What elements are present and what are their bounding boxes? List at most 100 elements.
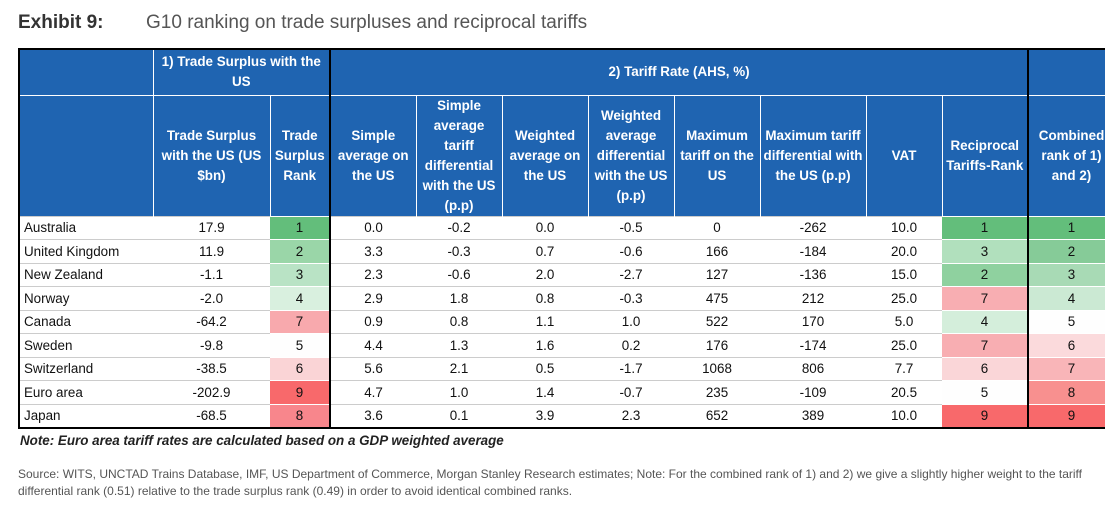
table-row: Canada -64.2 7 0.9 0.8 1.1 1.0 522 170 5.0 4 5 [19, 309, 1105, 334]
max-diff-cell: -136 [760, 262, 867, 287]
surplus-rank-cell: 2 [270, 239, 331, 263]
surplus-rank-cell: 6 [270, 356, 331, 381]
group-header-tariff: 2) Tariff Rate (AHS, %) [329, 49, 1029, 96]
simple-avg-cell: 0.0 [329, 215, 417, 240]
col-header-vat: VAT [865, 95, 943, 216]
col-header-simple: Simple average on the US [329, 95, 417, 216]
source-text: Source: WITS, UNCTAD Trains Database, IM… [18, 467, 1082, 498]
group-header-combined-blank [1027, 49, 1105, 96]
recip-rank-cell: 1 [942, 215, 1029, 240]
exhibit-title: G10 ranking on trade surpluses and recip… [146, 12, 588, 33]
table-row: Norway -2.0 4 2.9 1.8 0.8 -0.3 475 212 25.0 7 4 [19, 286, 1105, 310]
surplus-rank-cell: 8 [270, 403, 331, 428]
recip-rank-cell: 6 [942, 356, 1029, 381]
country-cell: Canada [19, 309, 153, 334]
combined-rank-cell: 8 [1027, 380, 1105, 404]
simple-diff-cell: 0.1 [416, 403, 503, 428]
max-tariff-cell: 127 [674, 262, 761, 287]
simple-diff-cell: -0.6 [416, 262, 503, 287]
col-header-max-diff: Maximum tariff differential with the US … [759, 95, 867, 216]
max-diff-cell: 389 [760, 403, 867, 428]
col-header-surplus-rank: Trade Surplus Rank [269, 95, 331, 216]
surplus-cell: -202.9 [153, 380, 270, 404]
weighted-avg-cell: 0.0 [502, 215, 589, 240]
max-tariff-cell: 475 [674, 286, 761, 310]
surplus-rank-cell: 4 [270, 286, 331, 310]
table-row: New Zealand -1.1 3 2.3 -0.6 2.0 -2.7 127 -136 15.… [19, 262, 1105, 287]
country-cell: Sweden [19, 333, 153, 357]
surplus-cell: -38.5 [153, 356, 270, 381]
recip-rank-cell: 2 [942, 262, 1029, 287]
recip-rank-cell: 9 [942, 403, 1029, 428]
group-header-row: 1) Trade Surplus with the US 2) Tariff R… [19, 49, 1105, 96]
weighted-avg-cell: 1.1 [502, 309, 589, 334]
surplus-cell: -64.2 [153, 309, 270, 334]
combined-rank-cell: 6 [1027, 333, 1105, 357]
col-header-weighted-diff: Weighted average differential with the U… [587, 95, 675, 216]
weighted-diff-cell: -0.3 [588, 286, 675, 310]
surplus-rank-cell: 1 [270, 215, 331, 240]
country-cell: Japan [19, 403, 153, 428]
max-tariff-cell: 176 [674, 333, 761, 357]
ranking-table-container: 1) Trade Surplus with the US 2) Tariff R… [18, 48, 1105, 429]
surplus-rank-cell: 9 [270, 380, 331, 404]
max-diff-cell: -262 [760, 215, 867, 240]
country-cell: Norway [19, 286, 153, 310]
simple-diff-cell: 0.8 [416, 309, 503, 334]
weighted-avg-cell: 0.5 [502, 356, 589, 381]
surplus-cell: -68.5 [153, 403, 270, 428]
vat-cell: 25.0 [866, 286, 943, 310]
combined-rank-cell: 7 [1027, 356, 1105, 381]
max-diff-cell: 806 [760, 356, 867, 381]
combined-rank-cell: 9 [1027, 403, 1105, 428]
simple-diff-cell: 1.8 [416, 286, 503, 310]
max-diff-cell: 170 [760, 309, 867, 334]
table-row: Switzerland -38.5 6 5.6 2.1 0.5 -1.7 1068 806 7.7… [19, 356, 1105, 381]
exhibit-label: Exhibit 9: [18, 12, 104, 33]
vat-cell: 20.5 [866, 380, 943, 404]
surplus-cell: 17.9 [153, 215, 270, 240]
weighted-avg-cell: 3.9 [502, 403, 589, 428]
simple-avg-cell: 4.4 [329, 333, 417, 357]
weighted-diff-cell: 2.3 [588, 403, 675, 428]
combined-rank-cell: 2 [1027, 239, 1105, 263]
max-tariff-cell: 522 [674, 309, 761, 334]
max-tariff-cell: 235 [674, 380, 761, 404]
vat-cell: 20.0 [866, 239, 943, 263]
table-row: United Kingdom 11.9 2 3.3 -0.3 0.7 -0.6 166 -184… [19, 239, 1105, 263]
weighted-avg-cell: 1.6 [502, 333, 589, 357]
country-cell: New Zealand [19, 262, 153, 287]
max-diff-cell: 212 [760, 286, 867, 310]
max-tariff-cell: 652 [674, 403, 761, 428]
max-tariff-cell: 166 [674, 239, 761, 263]
col-header-simple-diff: Simple average tariff differential with … [415, 95, 503, 216]
simple-diff-cell: 1.0 [416, 380, 503, 404]
country-cell: Euro area [19, 380, 153, 404]
col-header-recip-rank: Reciprocal Tariffs-Rank [941, 95, 1029, 216]
max-diff-cell: -174 [760, 333, 867, 357]
recip-rank-cell: 7 [942, 333, 1029, 357]
table-row: Sweden -9.8 5 4.4 1.3 1.6 0.2 176 -174 25.0 7 6 [19, 333, 1105, 357]
simple-diff-cell: 1.3 [416, 333, 503, 357]
col-header-weighted: Weighted average on the US [501, 95, 589, 216]
recip-rank-cell: 7 [942, 286, 1029, 310]
weighted-avg-cell: 2.0 [502, 262, 589, 287]
group-header-trade: 1) Trade Surplus with the US [152, 49, 331, 96]
table-row: Japan -68.5 8 3.6 0.1 3.9 2.3 652 389 10.0 9 9 [19, 403, 1105, 428]
combined-rank-cell: 4 [1027, 286, 1105, 310]
table-note: Note: Euro area tariff rates are calcula… [20, 433, 504, 448]
vat-cell: 10.0 [866, 215, 943, 240]
recip-rank-cell: 5 [942, 380, 1029, 404]
surplus-rank-cell: 5 [270, 333, 331, 357]
combined-rank-cell: 5 [1027, 309, 1105, 334]
vat-cell: 15.0 [866, 262, 943, 287]
max-diff-cell: -109 [760, 380, 867, 404]
weighted-diff-cell: 0.2 [588, 333, 675, 357]
vat-cell: 7.7 [866, 356, 943, 381]
simple-avg-cell: 3.3 [329, 239, 417, 263]
max-diff-cell: -184 [760, 239, 867, 263]
col-header-combined: Combined rank of 1) and 2) [1027, 95, 1105, 216]
ranking-table: 1) Trade Surplus with the US 2) Tariff R… [18, 48, 1105, 429]
col-header-max: Maximum tariff on the US [673, 95, 761, 216]
simple-avg-cell: 5.6 [329, 356, 417, 381]
